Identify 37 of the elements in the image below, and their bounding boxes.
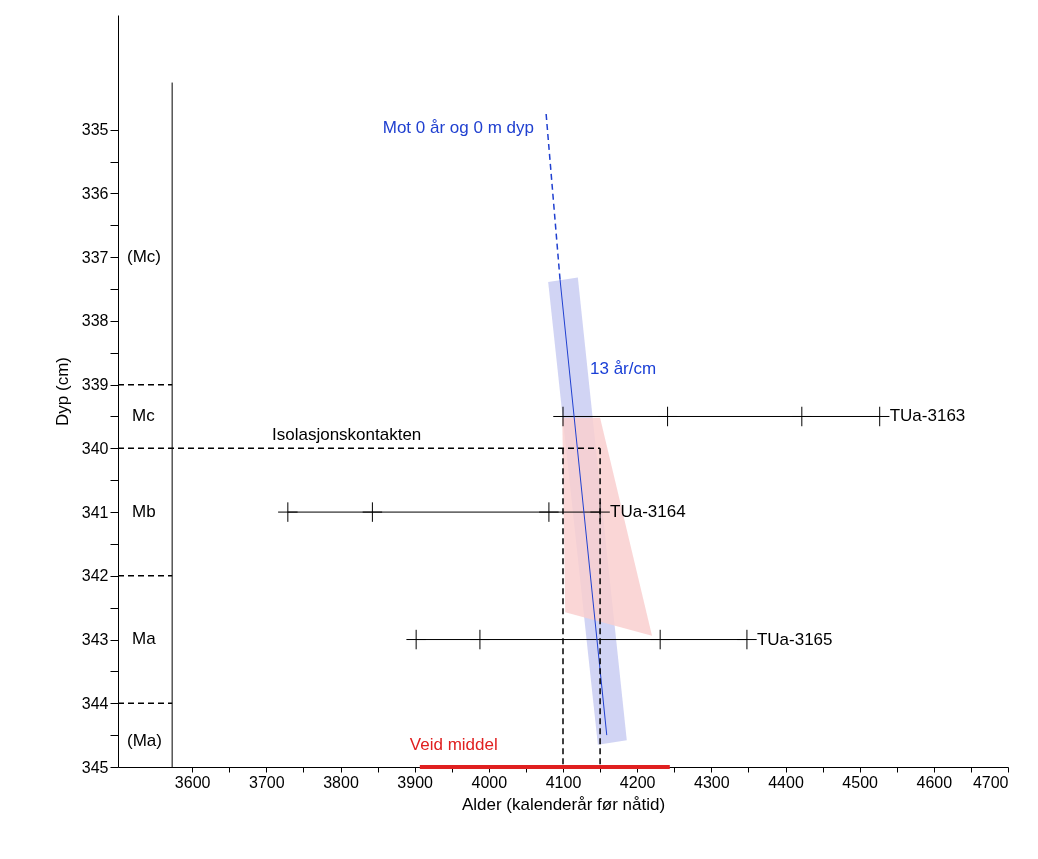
series-label: TUa-3165: [756, 629, 833, 649]
x-tick-label: 4600: [916, 773, 953, 791]
x-tick-label: 4100: [545, 773, 582, 791]
x-tick-label: 4000: [471, 773, 508, 791]
y-axis-title: Dyp (cm): [52, 357, 72, 426]
y-tick-label: 338: [81, 312, 109, 330]
y-tick-label: 337: [81, 248, 109, 266]
annotation: Ma: [132, 629, 157, 648]
x-axis-title: Alder (kalenderår før nåtid): [461, 794, 666, 814]
y-tick-label: 336: [81, 184, 109, 202]
x-tick-label: 4500: [842, 773, 879, 791]
annotation: 13 år/cm: [590, 359, 657, 378]
y-tick-label: 339: [81, 376, 109, 394]
series-label: Mot 0 år og 0 m dyp: [382, 117, 534, 137]
x-tick-label: 3600: [174, 773, 211, 791]
x-tick-label: 4400: [768, 773, 804, 791]
x-tick-label: 3700: [249, 773, 285, 791]
y-tick-label: 340: [81, 439, 109, 457]
annotation: (Mc): [127, 247, 161, 266]
series-label: Veid middel: [409, 735, 498, 754]
y-tick-label: 342: [81, 567, 109, 585]
y-tick-label: 341: [81, 503, 109, 521]
y-tick-label: 345: [81, 758, 109, 776]
annotation: Mc: [132, 406, 156, 425]
x-tick-label: 3800: [323, 773, 359, 791]
y-tick-label: 344: [81, 694, 109, 712]
series-label: TUa-3163: [889, 406, 966, 426]
x-tick-label: 4300: [694, 773, 730, 791]
x-tick-label: 4700: [972, 773, 1009, 791]
x-tick-label: 3900: [397, 773, 434, 791]
annotation: Mb: [132, 502, 156, 521]
series-label: Isolasjonskontakten: [272, 425, 422, 445]
y-tick-label: 343: [81, 631, 109, 649]
x-tick-label: 4200: [619, 773, 656, 791]
annotation: (Ma): [127, 731, 162, 750]
y-tick-label: 335: [81, 121, 109, 139]
series-label: TUa-3164: [610, 502, 686, 522]
